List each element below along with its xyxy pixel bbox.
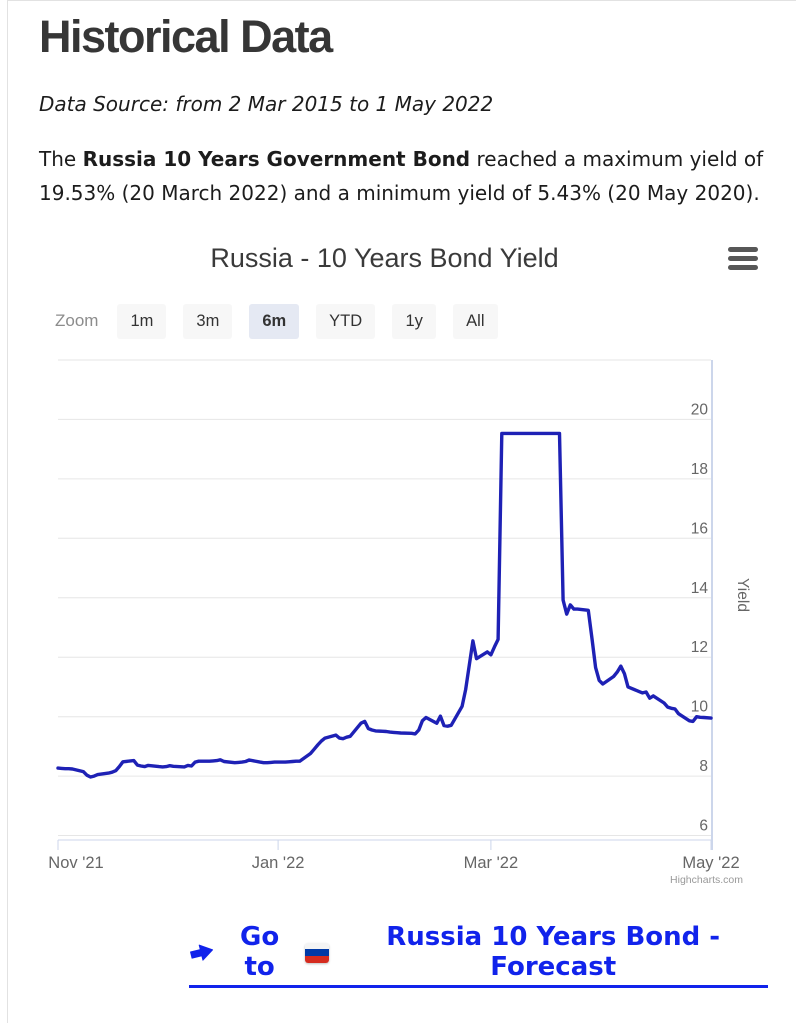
x-tick-label: Mar '22 (464, 854, 519, 872)
yield-line-series[interactable] (56, 431, 713, 779)
yield-plot-area: 6 8 10 12 14 16 18 20 Nov '21 Jan '22 Mar '22 May '… (48, 359, 751, 886)
forecast-link-text: Russia 10 Years Bond - Forecast (386, 921, 721, 982)
forecast-link[interactable]: Go to Russia 10 Years Bond - Forecast (189, 922, 768, 988)
bond-name: Russia 10 Years Government Bond (82, 146, 471, 171)
page-title: Historical Data (39, 11, 333, 62)
zoom-label: Zoom (55, 311, 99, 331)
zoom-controls: Zoom 1m 3m 6m YTD 1y All (55, 303, 768, 339)
zoom-button-ytd[interactable]: YTD (316, 303, 376, 339)
y-tick-label-14: 14 (691, 580, 709, 597)
zoom-button-1y[interactable]: 1y (392, 303, 437, 339)
highcharts-credits[interactable]: Highcharts.com (670, 874, 743, 886)
zoom-button-1m[interactable]: 1m (117, 303, 167, 339)
zoom-button-all[interactable]: All (453, 303, 498, 339)
forecast-link-go-text: Go to (240, 921, 280, 982)
data-source-note: Data Source: from 2 Mar 2015 to 1 May 20… (39, 91, 494, 116)
y-tick-label-10: 10 (691, 698, 709, 715)
zoom-buttons-group: 1m 3m 6m YTD 1y All (117, 303, 498, 339)
intro-suffix: reached a maximum yield of 19.53% (20 Ma… (39, 146, 764, 205)
page-container: Historical Data Data Source: from 2 Mar … (7, 0, 796, 1023)
x-tick-label: Nov '21 (48, 854, 103, 872)
x-tick-label: Jan '22 (252, 854, 305, 872)
y-tick-label-20: 20 (691, 401, 709, 418)
intro-paragraph: The Russia 10 Years Government Bond reac… (39, 142, 768, 210)
y-axis-title: Yield (734, 578, 751, 612)
russia-flag-icon (304, 942, 330, 963)
y-tick-label-18: 18 (691, 461, 708, 478)
zoom-button-3m[interactable]: 3m (183, 303, 233, 339)
hamburger-menu-icon[interactable] (728, 246, 758, 274)
intro-prefix: The (39, 146, 83, 171)
chart-title: Russia - 10 Years Bond Yield (210, 242, 559, 273)
x-tick-label: May '22 (682, 854, 739, 872)
footer-link-row: Go to Russia 10 Years Bond - Forecast (39, 922, 768, 988)
right-arrow-icon (190, 944, 214, 961)
y-tick-label-16: 16 (691, 520, 708, 537)
y-tick-label-8: 8 (699, 758, 708, 775)
y-tick-label-12: 12 (691, 639, 708, 656)
zoom-button-6m[interactable]: 6m (249, 303, 300, 339)
y-tick-label-6: 6 (699, 817, 708, 834)
bond-yield-chart: Russia - 10 Years Bond Yield Zoom 1m 3m 6m… (41, 243, 768, 892)
